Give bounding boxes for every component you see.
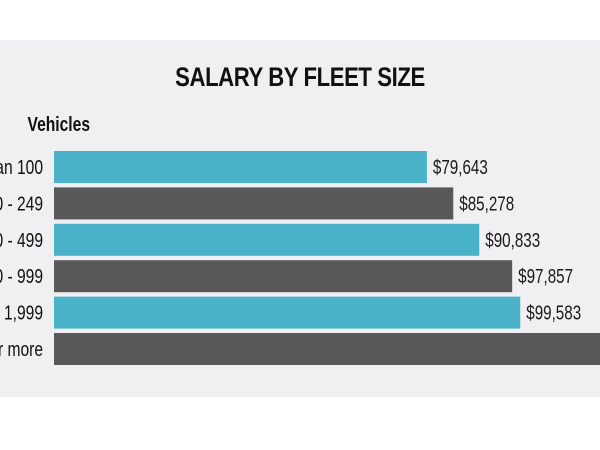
category-label-0: an 100 [0, 156, 43, 178]
category-label-3: 0 - 999 [0, 265, 43, 287]
bar-2 [54, 223, 480, 256]
bar-0 [54, 151, 427, 183]
category-label-4: - 1,999 [0, 302, 43, 324]
bar-3 [54, 260, 513, 293]
bar-4 [54, 296, 521, 329]
value-label-3: $97,857 [518, 265, 573, 288]
value-label-0: $79,643 [433, 156, 488, 179]
y-axis-title: Vehicles [27, 114, 90, 136]
category-label-1: 0 - 249 [0, 193, 43, 215]
value-label-2: $90,833 [485, 229, 540, 252]
category-label-5: r more [0, 338, 43, 360]
bars-layer [54, 151, 600, 365]
value-label-1: $85,278 [459, 192, 514, 215]
category-labels: an 100 0 - 249 0 - 499 0 - 999 - 1,999 r more [0, 156, 43, 360]
value-label-4: $99,583 [526, 302, 581, 325]
category-label-2: 0 - 499 [0, 229, 43, 251]
bar-5 [54, 333, 600, 365]
chart-title: SALARY BY FLEET SIZE [175, 62, 425, 92]
value-labels: $79,643 $85,278 $90,833 $97,857 $99,583 [433, 156, 581, 324]
bar-1 [54, 187, 454, 220]
